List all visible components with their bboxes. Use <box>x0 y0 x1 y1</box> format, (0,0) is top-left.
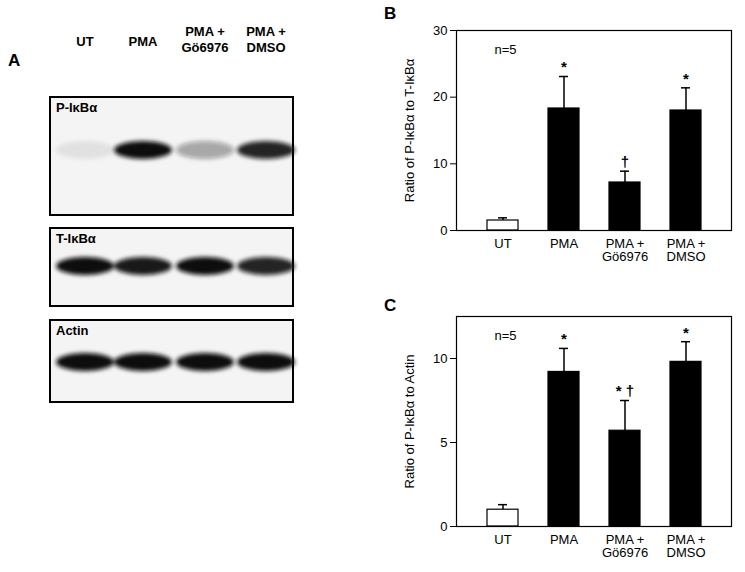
svg-text:5: 5 <box>440 435 447 450</box>
svg-text:*: * <box>683 324 689 341</box>
svg-text:PMA +Gö6976: PMA +Gö6976 <box>182 24 229 55</box>
svg-text:n=5: n=5 <box>495 328 517 343</box>
svg-text:A: A <box>8 51 20 70</box>
svg-text:PMA +Gö6976: PMA +Gö6976 <box>602 532 648 560</box>
svg-text:10: 10 <box>433 156 447 171</box>
svg-text:n=5: n=5 <box>495 42 517 57</box>
svg-text:UT: UT <box>494 236 511 251</box>
svg-text:10: 10 <box>433 351 447 366</box>
svg-text:20: 20 <box>433 89 447 104</box>
svg-text:P-IκBα: P-IκBα <box>56 100 97 115</box>
svg-text:0: 0 <box>440 519 447 534</box>
svg-text:PMA +Gö6976: PMA +Gö6976 <box>602 236 648 264</box>
svg-text:PMA +DMSO: PMA +DMSO <box>667 532 706 560</box>
svg-text:UT: UT <box>494 532 511 547</box>
svg-text:0: 0 <box>440 223 447 238</box>
svg-text:*: * <box>683 70 689 87</box>
svg-text:*: * <box>561 330 567 347</box>
svg-text:PMA: PMA <box>129 34 159 49</box>
svg-text:Ratio of P-IκBα to Actin: Ratio of P-IκBα to Actin <box>402 355 417 489</box>
svg-text:Ratio of P-IκBα to T-IκBα: Ratio of P-IκBα to T-IκBα <box>402 58 417 202</box>
svg-text:UT: UT <box>76 34 93 49</box>
svg-text:Actin: Actin <box>56 323 89 338</box>
svg-text:T-IκBα: T-IκBα <box>56 231 96 246</box>
svg-text:*: * <box>561 58 567 75</box>
svg-text:30: 30 <box>433 23 447 38</box>
svg-text:PMA +DMSO: PMA +DMSO <box>667 236 706 264</box>
svg-text:PMA +DMSO: PMA +DMSO <box>246 24 286 55</box>
svg-text:†: † <box>621 153 629 170</box>
html-text:C: C <box>384 296 397 315</box>
html-text:B: B <box>384 4 397 23</box>
svg-text:PMA: PMA <box>550 236 579 251</box>
svg-text:PMA: PMA <box>550 532 579 547</box>
svg-text:* †: * † <box>616 382 634 399</box>
